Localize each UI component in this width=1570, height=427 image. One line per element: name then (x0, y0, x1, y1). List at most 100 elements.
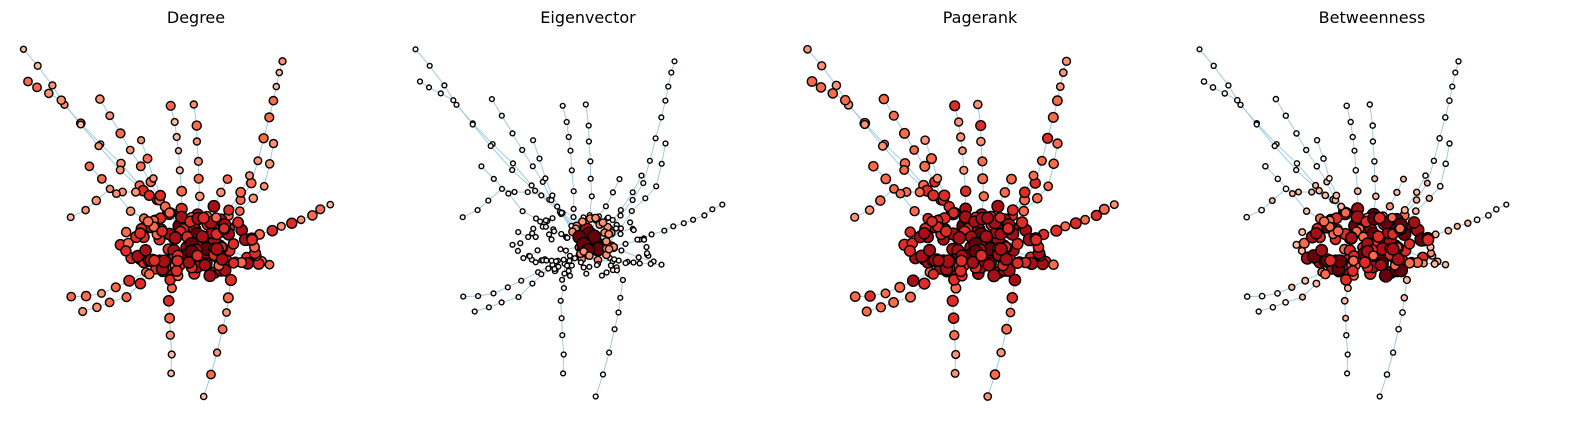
node (1006, 204, 1019, 217)
edge (602, 352, 610, 375)
node (1058, 68, 1068, 78)
node (94, 141, 103, 151)
node (1484, 211, 1492, 219)
node (416, 78, 424, 85)
node (628, 208, 635, 215)
node (1313, 136, 1321, 144)
node (949, 330, 960, 341)
node (577, 259, 585, 266)
node (1292, 166, 1300, 174)
node (571, 255, 579, 262)
node (453, 101, 460, 108)
node (1346, 264, 1359, 277)
node (952, 230, 967, 245)
nodes (19, 45, 335, 401)
node (514, 247, 522, 255)
node (815, 82, 827, 93)
edge (472, 124, 492, 147)
node (977, 156, 988, 167)
nodes (412, 46, 726, 400)
node (953, 117, 964, 127)
node (96, 173, 107, 184)
node (551, 228, 558, 235)
node (994, 242, 1008, 256)
node (258, 133, 269, 144)
node (532, 215, 540, 222)
node (548, 236, 555, 243)
node (125, 206, 136, 216)
node (1343, 332, 1350, 339)
node (1411, 207, 1420, 216)
node (579, 247, 589, 256)
node (1269, 303, 1277, 311)
node (1002, 222, 1015, 235)
node (658, 261, 665, 268)
node (504, 284, 511, 291)
node (1345, 231, 1358, 245)
node (164, 312, 176, 324)
node (636, 260, 643, 267)
node (662, 97, 669, 104)
node (1200, 78, 1208, 85)
node (134, 227, 147, 240)
node (191, 120, 202, 131)
node (563, 118, 570, 126)
node (566, 272, 574, 279)
node (906, 274, 920, 288)
node (564, 262, 571, 269)
node (142, 216, 154, 227)
node (560, 285, 568, 292)
edge (608, 329, 616, 353)
node (889, 183, 899, 194)
node (1399, 309, 1406, 316)
node (130, 187, 141, 197)
node (638, 172, 645, 179)
node (425, 84, 433, 91)
node (982, 258, 996, 272)
edge (1274, 145, 1297, 171)
panel-eigenvector: Eigenvector (392, 0, 784, 427)
edge (521, 149, 534, 167)
node (1332, 191, 1341, 200)
node (959, 165, 969, 175)
node (78, 306, 88, 317)
node (1340, 207, 1351, 219)
node (1374, 258, 1388, 272)
node (585, 138, 593, 145)
node (175, 166, 184, 175)
node (182, 256, 196, 269)
node (1389, 349, 1397, 356)
node (142, 153, 153, 164)
node (570, 214, 577, 221)
node (864, 205, 875, 215)
node (994, 212, 1006, 224)
node (1366, 101, 1374, 108)
node (1271, 142, 1278, 150)
node (134, 277, 147, 290)
node (509, 166, 516, 174)
node (662, 140, 669, 147)
node (135, 161, 146, 172)
node (1385, 202, 1395, 211)
node (1400, 206, 1409, 215)
node (210, 242, 224, 256)
node (32, 82, 42, 93)
edge (518, 283, 533, 298)
node (1383, 371, 1391, 378)
node (909, 205, 920, 217)
node (1090, 209, 1103, 222)
node (505, 190, 512, 197)
node (577, 217, 587, 227)
edge (655, 163, 663, 187)
node (529, 163, 536, 170)
node (165, 100, 176, 111)
node (1343, 284, 1352, 293)
node (143, 268, 155, 280)
node (1048, 259, 1059, 271)
node (1369, 122, 1376, 129)
node (246, 233, 259, 246)
node (552, 258, 560, 265)
node (559, 102, 566, 109)
node (1011, 257, 1024, 269)
node (1312, 181, 1320, 190)
